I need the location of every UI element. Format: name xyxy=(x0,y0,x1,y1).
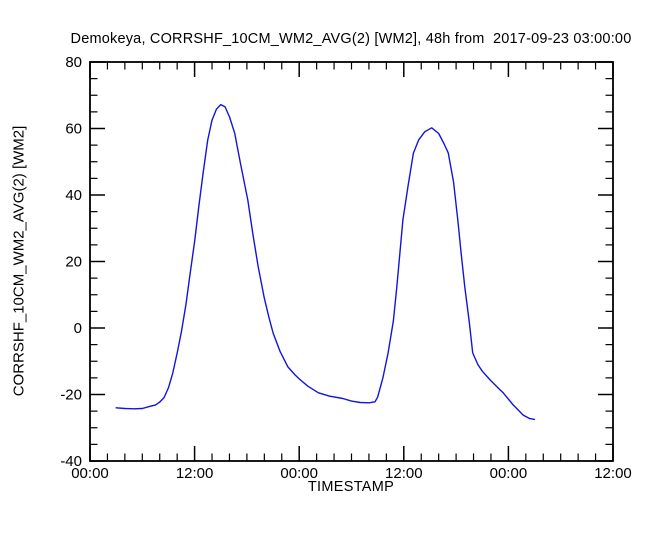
y-tick-label: 80 xyxy=(65,54,82,71)
x-tick-label: 12:00 xyxy=(176,465,214,482)
y-tick-label: 60 xyxy=(65,121,82,138)
x-tick-label: 00:00 xyxy=(280,465,318,482)
chart-title: Demokeya, CORRSHF_10CM_WM2_AVG(2) [WM2],… xyxy=(70,31,632,47)
y-tick-label: 0 xyxy=(74,320,82,337)
x-axis-label: TIMESTAMP xyxy=(307,479,395,495)
x-tick-label: 00:00 xyxy=(490,465,528,482)
y-tick-label: -40 xyxy=(60,453,82,470)
x-tick-label: 12:00 xyxy=(594,465,632,482)
y-tick-label: 20 xyxy=(65,254,82,271)
y-tick-label: 40 xyxy=(65,187,82,204)
x-tick-label: 00:00 xyxy=(71,465,109,482)
x-tick-label: 12:00 xyxy=(385,465,423,482)
data-line xyxy=(115,103,536,421)
y-tick-label: -20 xyxy=(60,387,82,404)
y-axis-label: CORRSHF_10CM_WM2_AVG(2) [WM2] xyxy=(10,125,28,397)
